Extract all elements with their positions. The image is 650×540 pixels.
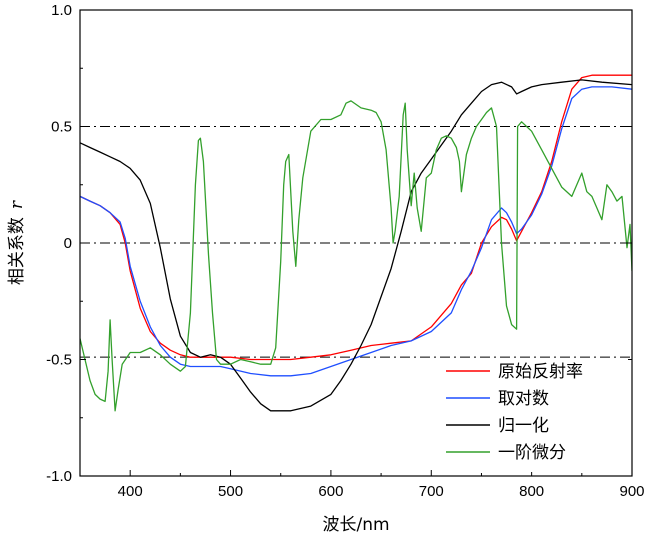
y-axis-title-symbol: r bbox=[7, 200, 27, 209]
legend-label-1: 取对数 bbox=[498, 389, 549, 409]
legend-label-3: 一阶微分 bbox=[498, 443, 566, 463]
x-axis: 400 500 600 700 800 900 bbox=[79, 470, 645, 500]
x-axis-title: 波长/nm bbox=[322, 515, 389, 535]
y-tick-label-2: 0 bbox=[64, 235, 72, 252]
svg-text:相关系数r: 相关系数 r bbox=[7, 200, 27, 285]
legend-background bbox=[438, 358, 628, 472]
y-tick-label-1: -0.5 bbox=[46, 352, 72, 369]
reference-lines bbox=[80, 126, 632, 358]
series-lines bbox=[80, 74, 632, 412]
series-line-1 bbox=[80, 86, 632, 377]
legend-label-2: 归一化 bbox=[498, 416, 549, 436]
y-tick-label-3: 0.5 bbox=[51, 119, 72, 136]
x-tick-label-1: 500 bbox=[218, 483, 243, 500]
y-axis: -1.0 -0.5 0 0.5 1.0 bbox=[46, 2, 632, 485]
series-line-0 bbox=[80, 74, 632, 361]
x-tick-label-0: 400 bbox=[118, 483, 143, 500]
x-tick-label-2: 600 bbox=[318, 483, 343, 500]
y-tick-label-0: -1.0 bbox=[46, 468, 72, 485]
series-line-3 bbox=[80, 100, 632, 412]
x-tick-label-4: 800 bbox=[519, 483, 544, 500]
y-axis-title-text: 相关系数 bbox=[7, 217, 27, 285]
series-line-2 bbox=[80, 79, 632, 412]
y-tick-label-4: 1.0 bbox=[51, 2, 72, 19]
x-tick-label-5: 900 bbox=[619, 483, 644, 500]
x-tick-label-3: 700 bbox=[419, 483, 444, 500]
y-axis-title: 相关系数 r bbox=[7, 200, 27, 285]
legend-label-0: 原始反射率 bbox=[498, 362, 583, 382]
